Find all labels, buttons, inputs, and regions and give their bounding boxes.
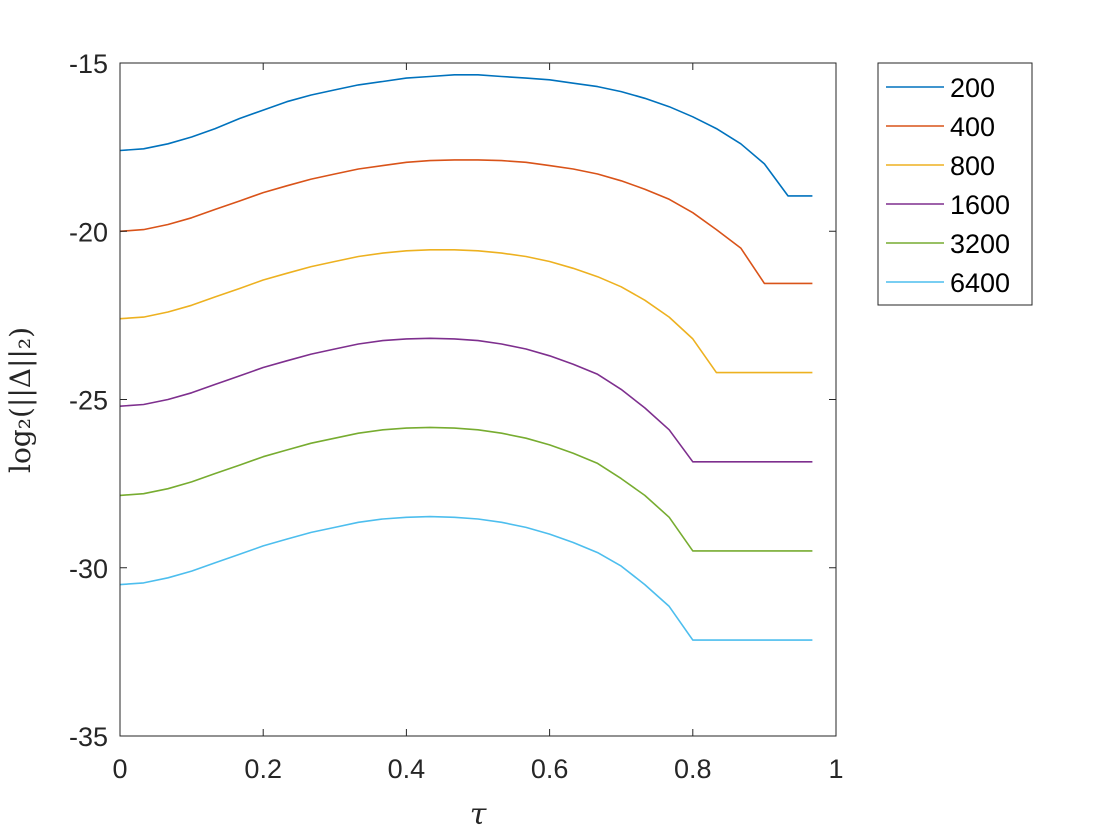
series-line-200 <box>119 74 813 197</box>
plot-area <box>120 63 836 736</box>
y-tick-label: -20 <box>69 217 108 247</box>
y-tick-label: -30 <box>69 554 108 584</box>
x-axis: 0 0.2 0.4 0.6 0.8 1 <box>112 63 844 784</box>
legend-label-400: 400 <box>950 112 995 142</box>
y-axis: -15 -20 -25 -30 -35 <box>69 49 836 752</box>
series-line-6400 <box>119 515 813 641</box>
series-layer <box>119 74 813 641</box>
x-tick-label: 0.8 <box>674 754 712 784</box>
y-axis-label: log₂(||Δ||₂) <box>4 327 37 473</box>
x-tick-label: 0.2 <box>244 754 282 784</box>
legend-label-6400: 6400 <box>950 268 1010 298</box>
y-tick-label: -35 <box>69 722 108 752</box>
legend: 200 400 800 1600 3200 6400 <box>877 62 1033 306</box>
series-line-400 <box>119 159 813 285</box>
legend-box <box>877 62 1033 306</box>
series-line-3200 <box>119 426 813 552</box>
y-tick-label: -25 <box>69 386 108 416</box>
x-tick-label: 0.6 <box>531 754 569 784</box>
legend-label-800: 800 <box>950 151 995 181</box>
series-line-1600 <box>119 337 813 463</box>
y-tick-label: -15 <box>69 49 108 79</box>
legend-label-200: 200 <box>950 73 995 103</box>
x-tick-label: 0.4 <box>388 754 426 784</box>
legend-label-3200: 3200 <box>950 229 1010 259</box>
x-tick-label: 0 <box>112 754 127 784</box>
x-axis-label: τ <box>470 797 487 832</box>
legend-label-1600: 1600 <box>950 190 1010 220</box>
x-tick-label: 1 <box>828 754 843 784</box>
series-line-800 <box>119 249 813 374</box>
